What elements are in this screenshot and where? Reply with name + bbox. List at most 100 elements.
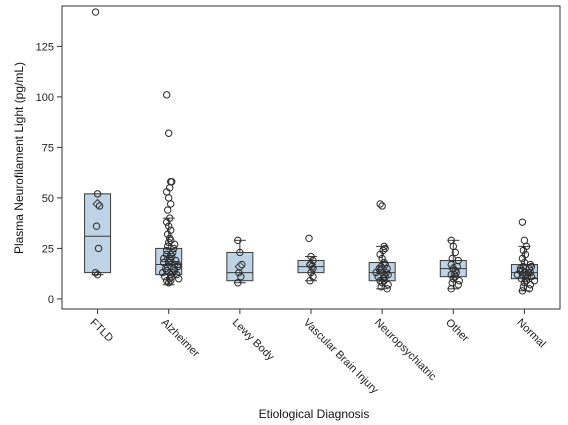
data-point bbox=[525, 285, 534, 293]
x-axis: FTLD Alzheimer Lewy Body Vascular Brain Inj… bbox=[87, 309, 548, 397]
data-point bbox=[519, 246, 528, 255]
data-point bbox=[305, 234, 313, 243]
data-point bbox=[384, 281, 392, 289]
data-point bbox=[378, 202, 386, 210]
data-point bbox=[375, 264, 383, 273]
data-point bbox=[167, 256, 175, 265]
data-point bbox=[94, 244, 103, 253]
data-point bbox=[91, 8, 100, 16]
x-tick-label: Normal bbox=[514, 317, 548, 351]
data-point bbox=[169, 268, 177, 277]
data-point bbox=[93, 270, 102, 279]
x-tick-label: Neuropsychiatric bbox=[372, 317, 439, 384]
data-point bbox=[376, 250, 384, 259]
data-point bbox=[518, 287, 527, 295]
data-point bbox=[383, 285, 391, 293]
data-point bbox=[530, 277, 539, 285]
data-point bbox=[306, 277, 314, 285]
box-group bbox=[297, 234, 325, 285]
data-point bbox=[161, 272, 169, 281]
mean-marker bbox=[448, 263, 459, 274]
data-point bbox=[237, 272, 245, 281]
data-point bbox=[163, 218, 171, 226]
box-group bbox=[439, 236, 467, 293]
box-iqr bbox=[84, 193, 112, 274]
data-point bbox=[173, 270, 181, 279]
y-axis: 0 25 50 75 100 125 bbox=[36, 41, 62, 306]
data-point bbox=[167, 277, 175, 285]
mean-marker bbox=[163, 253, 174, 264]
data-point bbox=[527, 262, 536, 271]
data-point bbox=[174, 260, 182, 269]
box-series bbox=[84, 8, 539, 295]
data-point bbox=[451, 248, 459, 257]
x-tick-label: Vascular Brain Injury bbox=[301, 317, 381, 397]
mean-marker bbox=[92, 198, 103, 210]
mean-marker bbox=[376, 263, 388, 274]
data-point bbox=[159, 268, 167, 277]
mean-marker bbox=[234, 261, 246, 272]
data-point bbox=[172, 256, 180, 265]
data-point bbox=[451, 272, 459, 281]
box-group bbox=[510, 218, 539, 295]
data-point bbox=[518, 218, 527, 226]
data-point bbox=[160, 254, 168, 263]
x-tick-label: Lewy Body bbox=[230, 317, 277, 364]
mean-marker bbox=[305, 259, 317, 270]
x-tick-label: Alzheimer bbox=[159, 317, 202, 360]
data-point bbox=[93, 190, 102, 198]
data-point bbox=[376, 200, 384, 208]
y-tick-label: 50 bbox=[42, 193, 54, 205]
data-point bbox=[163, 91, 171, 99]
box-group bbox=[226, 236, 254, 287]
y-axis-title: Plasma Neurofilament Light (pg/mL) bbox=[12, 62, 26, 254]
data-point bbox=[518, 254, 527, 263]
data-point bbox=[165, 279, 173, 287]
data-point bbox=[165, 194, 173, 202]
data-point bbox=[165, 222, 173, 230]
data-point bbox=[309, 264, 317, 273]
data-point bbox=[91, 268, 100, 277]
data-point bbox=[163, 277, 171, 285]
data-point bbox=[520, 236, 529, 245]
y-tick-label: 125 bbox=[36, 41, 54, 53]
data-point bbox=[374, 272, 382, 281]
data-point bbox=[167, 236, 175, 245]
data-point bbox=[513, 270, 522, 279]
data-point bbox=[167, 200, 175, 208]
data-point bbox=[525, 264, 534, 273]
data-point bbox=[175, 275, 183, 283]
x-axis-title: Etiological Diagnosis bbox=[259, 407, 370, 421]
data-point bbox=[519, 283, 528, 291]
data-point bbox=[95, 202, 104, 210]
data-point bbox=[448, 279, 456, 287]
data-point bbox=[170, 244, 178, 253]
box-group bbox=[368, 200, 396, 293]
data-point bbox=[455, 277, 463, 285]
data-point bbox=[171, 240, 179, 249]
y-tick-label: 75 bbox=[42, 142, 54, 154]
data-point bbox=[447, 285, 455, 293]
y-tick-label: 100 bbox=[36, 92, 54, 104]
box-group bbox=[84, 8, 112, 279]
data-point bbox=[378, 254, 386, 263]
box-group bbox=[155, 91, 183, 287]
data-point bbox=[376, 277, 384, 285]
data-point bbox=[380, 277, 388, 285]
data-point bbox=[164, 206, 172, 214]
data-point bbox=[526, 281, 535, 289]
data-point bbox=[171, 266, 179, 275]
y-tick-label: 0 bbox=[48, 294, 54, 306]
data-point bbox=[384, 270, 392, 279]
data-point bbox=[236, 248, 244, 257]
data-point bbox=[454, 281, 462, 289]
data-point bbox=[517, 275, 526, 283]
data-point bbox=[522, 277, 531, 285]
data-point bbox=[165, 129, 173, 137]
data-point bbox=[168, 272, 176, 281]
x-tick-label: FTLD bbox=[87, 317, 115, 345]
data-point bbox=[238, 260, 246, 269]
data-point bbox=[381, 244, 389, 253]
y-tick-label: 25 bbox=[42, 243, 54, 255]
